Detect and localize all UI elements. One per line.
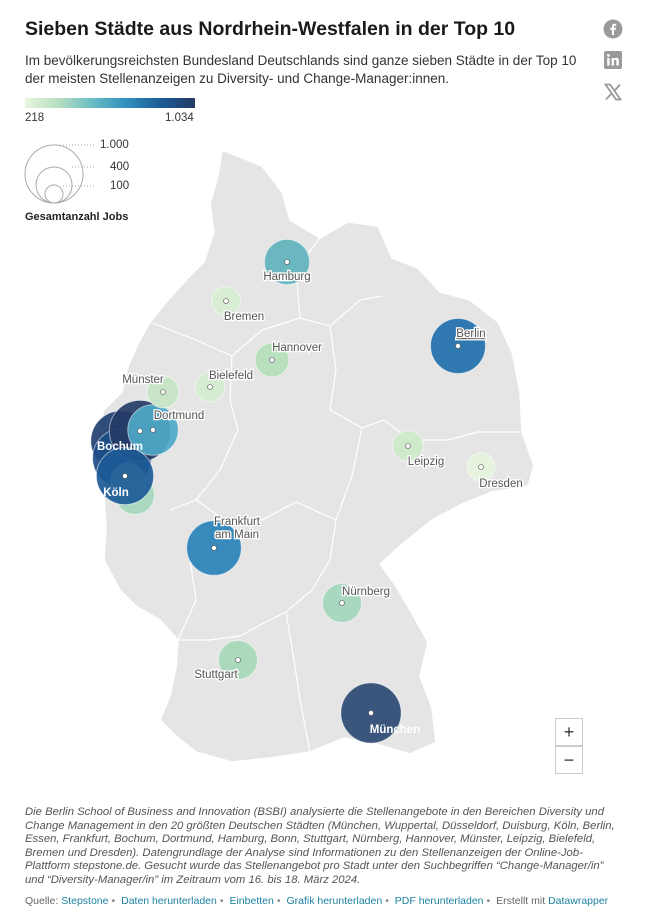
city-dot [137,428,143,434]
source-label: Quelle: [25,895,59,907]
size-legend-label-small: 100 [110,180,130,192]
city-label-hamburg: Hamburg [263,271,310,283]
germany-outline [95,148,535,763]
city-label-bremen: Bremen [224,311,264,323]
germany-map[interactable]: Hamburg Bremen Berlin Hannover Münster Bielef… [0,0,651,790]
city-dot [150,427,156,433]
city-label-köln: Köln [103,487,129,499]
city-label-leipzig: Leipzig [408,456,444,468]
city-dot [478,464,484,470]
source-link[interactable]: Stepstone [61,895,109,907]
city-dot [223,298,229,304]
footer: Quelle: Stepstone • Daten herunterladen • … [25,895,609,907]
city-dot [339,600,345,606]
chart-description: Im bevölkerungsreichsten Bundesland Deut… [25,53,577,86]
color-legend-max: 1.034 [165,112,194,124]
linkedin-icon[interactable] [603,50,623,70]
color-legend-min: 218 [25,112,45,124]
city-dot [211,545,217,551]
zoom-out-button[interactable]: − [555,746,583,774]
chart-title: Sieben Städte aus Nordrhein-Westfalen in… [25,18,516,40]
city-dot [235,657,241,663]
city-label-hannover: Hannover [272,342,322,354]
city-label-nürnberg: Nürnberg [342,586,390,598]
embed-link[interactable]: Einbetten [229,895,274,907]
city-label-berlin: Berlin [456,328,485,340]
city-label-bielefeld: Bielefeld [209,370,253,382]
city-dot [405,443,411,449]
size-legend-title: Gesamtanzahl Jobs [25,211,129,223]
city-dot [269,357,275,363]
city-dot [455,343,461,349]
city-label-dresden: Dresden [479,478,522,490]
graphic-download-link[interactable]: Grafik herunterladen [286,895,383,907]
datawrapper-link[interactable]: Datawrapper [548,895,609,907]
data-download-link[interactable]: Daten herunterladen [121,895,217,907]
city-label-bochum: Bochum [97,441,143,453]
facebook-icon[interactable] [603,19,623,39]
city-label-stuttgart: Stuttgart [194,669,238,681]
city-dot [122,473,128,479]
size-legend-label-medium: 400 [110,161,130,173]
methodology-note: Die Berlin School of Business and Innova… [25,806,615,886]
city-label-frankfurt-am-main: Frankfurt am Main [214,516,261,541]
city-label-münchen: München [370,724,420,736]
city-dot [368,710,374,716]
city-dot [207,384,213,390]
x-icon[interactable] [603,82,623,102]
city-dot [160,389,166,395]
city-label-münster: Münster [122,374,164,386]
city-dot [284,259,290,265]
size-legend [24,144,96,204]
city-label-dortmund: Dortmund [154,410,205,422]
pdf-download-link[interactable]: PDF herunterladen [394,895,484,907]
size-legend-label-large: 1.000 [100,139,129,151]
created-with-label: Erstellt mit [496,895,546,907]
color-legend-bar [25,98,195,108]
zoom-in-button[interactable]: + [555,718,583,746]
